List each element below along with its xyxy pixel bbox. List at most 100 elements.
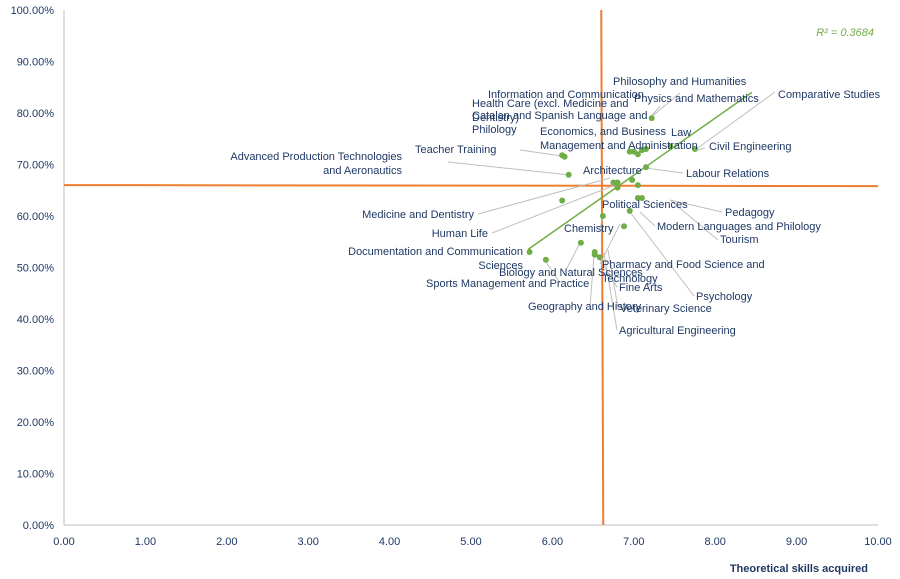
point-label: Civil Engineering (709, 141, 792, 153)
leader-line (629, 211, 695, 297)
leader-line (603, 252, 618, 331)
leader-line (669, 199, 723, 213)
point-label: Philosophy and Humanities (613, 76, 747, 88)
y-tick-label: 60.00% (17, 211, 55, 223)
point-label: Law (671, 127, 691, 139)
x-tick-label: 1.00 (135, 536, 156, 548)
data-point (643, 146, 650, 153)
y-tick-label: 10.00% (17, 469, 55, 481)
data-points (526, 115, 698, 263)
data-point (596, 254, 603, 261)
x-tick-label: 5.00 (460, 536, 481, 548)
r-squared-label: R² = 0.3684 (816, 27, 874, 39)
x-tick-label: 0.00 (53, 536, 74, 548)
leader-line (669, 199, 719, 241)
data-point (599, 213, 606, 219)
point-label: Pedagogy (725, 207, 775, 219)
point-label: Economics, and Business Management and Ad… (540, 126, 698, 152)
y-tick-label: 100.00% (11, 5, 55, 17)
leader-line (545, 261, 561, 284)
data-point (643, 164, 650, 171)
leader-line (599, 223, 621, 265)
point-label: Modern Languages and Philology (657, 221, 821, 233)
y-tick-labels: 0.00% 10.00% 20.00% 30.00% 40.00% 50.00% 60.00… (11, 5, 55, 532)
x-tick-label: 6.00 (542, 536, 563, 548)
y-tick-label: 30.00% (17, 366, 55, 378)
point-label: Health Care (excl. Medicine and Dentistry… (472, 98, 629, 124)
data-point (559, 197, 566, 204)
vertical-reference-line (600, 9, 605, 526)
data-point (626, 148, 633, 155)
y-tick-label: 20.00% (17, 417, 55, 429)
y-tick-label: 70.00% (17, 160, 55, 172)
x-tick-label: 4.00 (379, 536, 400, 548)
trendline (527, 91, 753, 251)
leader-line (477, 177, 611, 215)
data-point (626, 207, 633, 214)
point-label: Geography and History (528, 301, 642, 313)
y-tick-label: 50.00% (17, 263, 55, 275)
leader-line (696, 147, 706, 151)
point-label: Biology and Natural Sciences (499, 267, 643, 279)
leader-line (519, 149, 563, 157)
point-label: Architecture (583, 165, 642, 177)
data-point (629, 176, 636, 183)
leader-line (491, 184, 616, 234)
point-label: Agricultural Engineering (619, 325, 736, 337)
point-label: Political Sciences (602, 199, 688, 211)
point-label: Information and Communication (488, 89, 644, 101)
data-point (634, 182, 641, 189)
leader-line (649, 92, 681, 119)
point-label: Physics and Mathematics (634, 93, 759, 105)
point-label: Sports Management and Practice (426, 278, 589, 290)
axes (63, 10, 878, 526)
data-point (621, 223, 628, 230)
point-label: Psychology (696, 291, 753, 303)
x-axis-title: Theoretical skills acquired (730, 563, 868, 575)
data-point (648, 115, 655, 122)
point-label: Catalan and Spanish Language and Philolog… (472, 110, 648, 136)
horizontal-reference-line (63, 184, 879, 188)
point-label: Documentation and Communication Sciences (348, 246, 523, 272)
leader-line (589, 255, 595, 307)
x-tick-labels: 0.00 1.00 2.00 3.00 4.00 5.00 6.00 7.00 8.00 9.00… (53, 536, 891, 548)
trendline-group (527, 91, 753, 251)
data-point (667, 143, 674, 150)
leader-line (447, 161, 571, 176)
point-label: Human Life (432, 228, 488, 240)
point-label: Fine Arts (619, 282, 663, 294)
data-point (691, 146, 698, 153)
data-point (577, 239, 584, 246)
leader-line (639, 211, 656, 227)
x-tick-label: 2.00 (216, 536, 237, 548)
leader-line (564, 242, 581, 273)
y-tick-label: 40.00% (17, 314, 55, 326)
y-tick-label: 80.00% (17, 108, 55, 120)
data-point (614, 184, 621, 191)
data-point (559, 152, 566, 159)
data-point (610, 179, 617, 186)
x-tick-label: 9.00 (786, 536, 807, 548)
leader-line (607, 249, 619, 309)
data-point (526, 249, 533, 256)
data-point (634, 151, 641, 158)
y-tick-label: 90.00% (17, 57, 55, 69)
data-point (542, 256, 549, 263)
data-point (565, 171, 572, 178)
point-label: Medicine and Dentistry (362, 209, 474, 221)
point-label: Teacher Training (415, 144, 496, 156)
data-point (591, 251, 598, 258)
point-label: Advanced Production Technologies and Aero… (230, 151, 402, 177)
point-label: Labour Relations (686, 168, 770, 180)
data-point (634, 194, 641, 201)
x-tick-label: 7.00 (623, 536, 644, 548)
y-tick-label: 0.00% (23, 520, 54, 532)
point-label: Tourism (720, 234, 759, 246)
x-tick-label: 10.00 (864, 536, 892, 548)
leader-line (694, 91, 776, 151)
point-label: Veterinary Science (620, 303, 712, 315)
point-label: Pharmacy and Food Science and Technology (602, 259, 765, 285)
x-tick-label: 8.00 (704, 536, 725, 548)
reference-lines (63, 9, 879, 526)
